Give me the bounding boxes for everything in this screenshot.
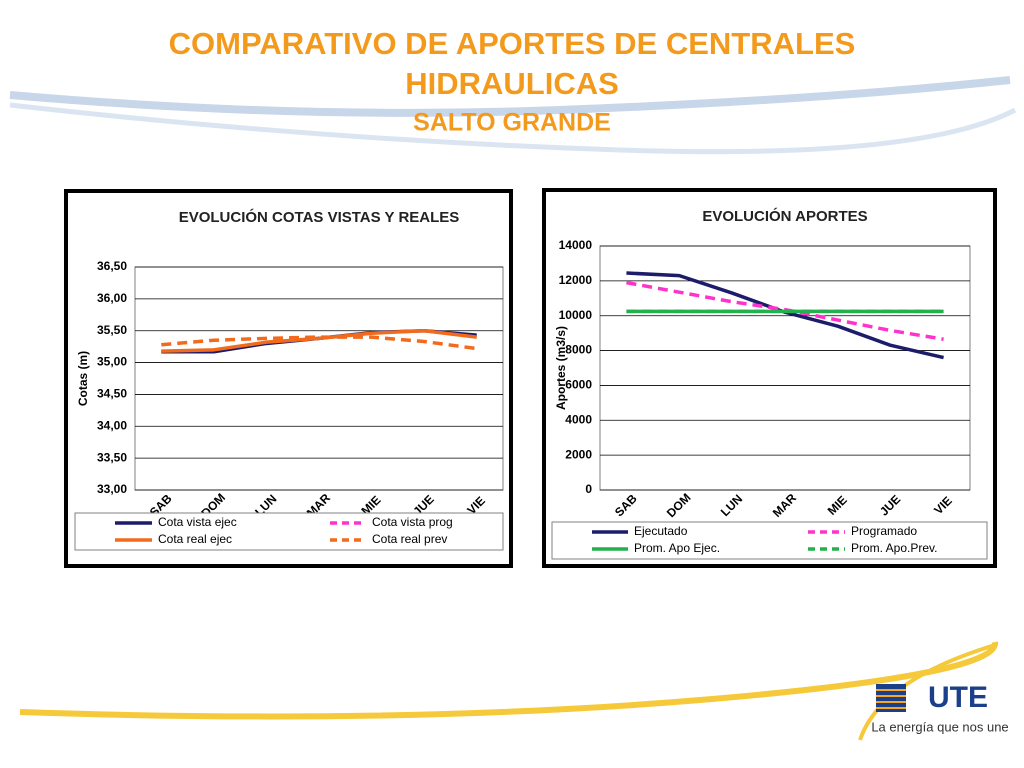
- chart-title: EVOLUCIÓN COTAS VISTAS Y REALES: [179, 208, 460, 226]
- y-tick-label: 8000: [565, 343, 592, 357]
- y-tick-label: 34,50: [97, 387, 127, 401]
- decor-swoosh: [9, 76, 1011, 117]
- legend-label: Cota vista prog: [372, 515, 453, 529]
- title: HIDRAULICAS: [405, 66, 619, 101]
- series-line: [161, 328, 477, 353]
- plot-area: [599, 245, 971, 491]
- y-tick-label: 35,50: [97, 323, 127, 337]
- y-tick-label: 33,50: [97, 450, 127, 464]
- legend-box: [74, 512, 504, 551]
- logo: UTE La energía que nos une: [871, 681, 1008, 735]
- y-axis-label: Cotas (m): [76, 351, 90, 406]
- legend-box: [551, 521, 988, 560]
- y-tick-label: 10000: [559, 308, 593, 322]
- y-tick-label: 33,00: [97, 482, 127, 496]
- plot-area: [134, 266, 504, 491]
- y-tick-label: 12000: [559, 273, 593, 287]
- y-tick-label: 4000: [565, 412, 592, 426]
- y-tick-label: 34,00: [97, 418, 127, 432]
- logo-name: UTE: [928, 681, 988, 714]
- legend-label: Prom. Apo Ejec.: [634, 541, 720, 555]
- y-tick-label: 2000: [565, 447, 592, 461]
- logo-icon: [876, 689, 906, 709]
- series-line: [161, 335, 477, 351]
- y-axis-label: Aportes (m3/s): [554, 326, 568, 410]
- legend-label: Cota vista ejec: [158, 515, 237, 529]
- subtitle: SALTO GRANDE: [413, 109, 611, 137]
- decor-swoosh: [19, 641, 998, 720]
- y-tick-label: 6000: [565, 378, 592, 392]
- y-tick-label: 14000: [559, 238, 593, 252]
- legend-label: Cota real prev: [372, 532, 447, 546]
- y-tick-label: 36,00: [97, 291, 127, 305]
- y-tick-label: 0: [585, 482, 592, 496]
- legend-label: Cota real ejec: [158, 532, 232, 546]
- legend-label: Prom. Apo.Prev.: [851, 541, 937, 555]
- chart-title: EVOLUCIÓN APORTES: [702, 207, 867, 225]
- decor-swoosh: [9, 102, 1017, 155]
- logo-tagline: La energía que nos une: [871, 719, 1008, 734]
- legend-label: Programado: [851, 524, 917, 538]
- y-tick-label: 36,50: [97, 259, 127, 273]
- legend-label: Ejecutado: [634, 524, 688, 538]
- y-tick-label: 35,00: [97, 355, 127, 369]
- title: COMPARATIVO DE APORTES DE CENTRALES: [169, 26, 856, 61]
